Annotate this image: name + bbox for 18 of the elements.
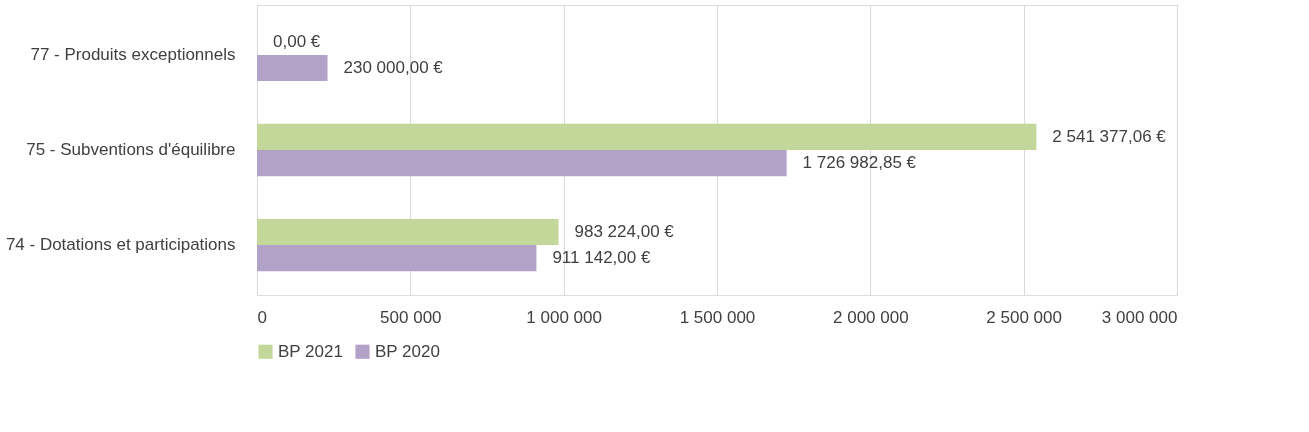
data-label: 983 224,00 € — [574, 222, 675, 242]
x-tick-label: 1 500 000 — [679, 307, 756, 327]
y-tick-label: 75 - Subventions d'équilibre — [26, 140, 236, 159]
data-label: 0,00 € — [273, 31, 321, 51]
data-label: 1 726 982,85 € — [802, 153, 917, 173]
x-tick-label: 0 — [257, 307, 267, 327]
legend-label: BP 2021 — [278, 341, 343, 361]
x-tick-label: 500 000 — [380, 307, 442, 327]
data-label: 2 541 377,06 € — [1052, 126, 1167, 146]
data-label: 911 142,00 € — [552, 248, 651, 268]
x-tick-label: 2 000 000 — [833, 307, 909, 327]
y-tick-label: 77 - Produits exceptionnels — [30, 44, 236, 64]
x-tick-label: 1 000 000 — [526, 307, 602, 327]
data-label: 230 000,00 € — [343, 57, 444, 77]
x-tick-label: 3 000 000 — [1101, 307, 1178, 327]
x-tick-label: 2 500 000 — [986, 307, 1062, 327]
y-tick-label: 74 - Dotations et participations — [5, 235, 236, 255]
legend-label: BP 2020 — [375, 341, 440, 361]
